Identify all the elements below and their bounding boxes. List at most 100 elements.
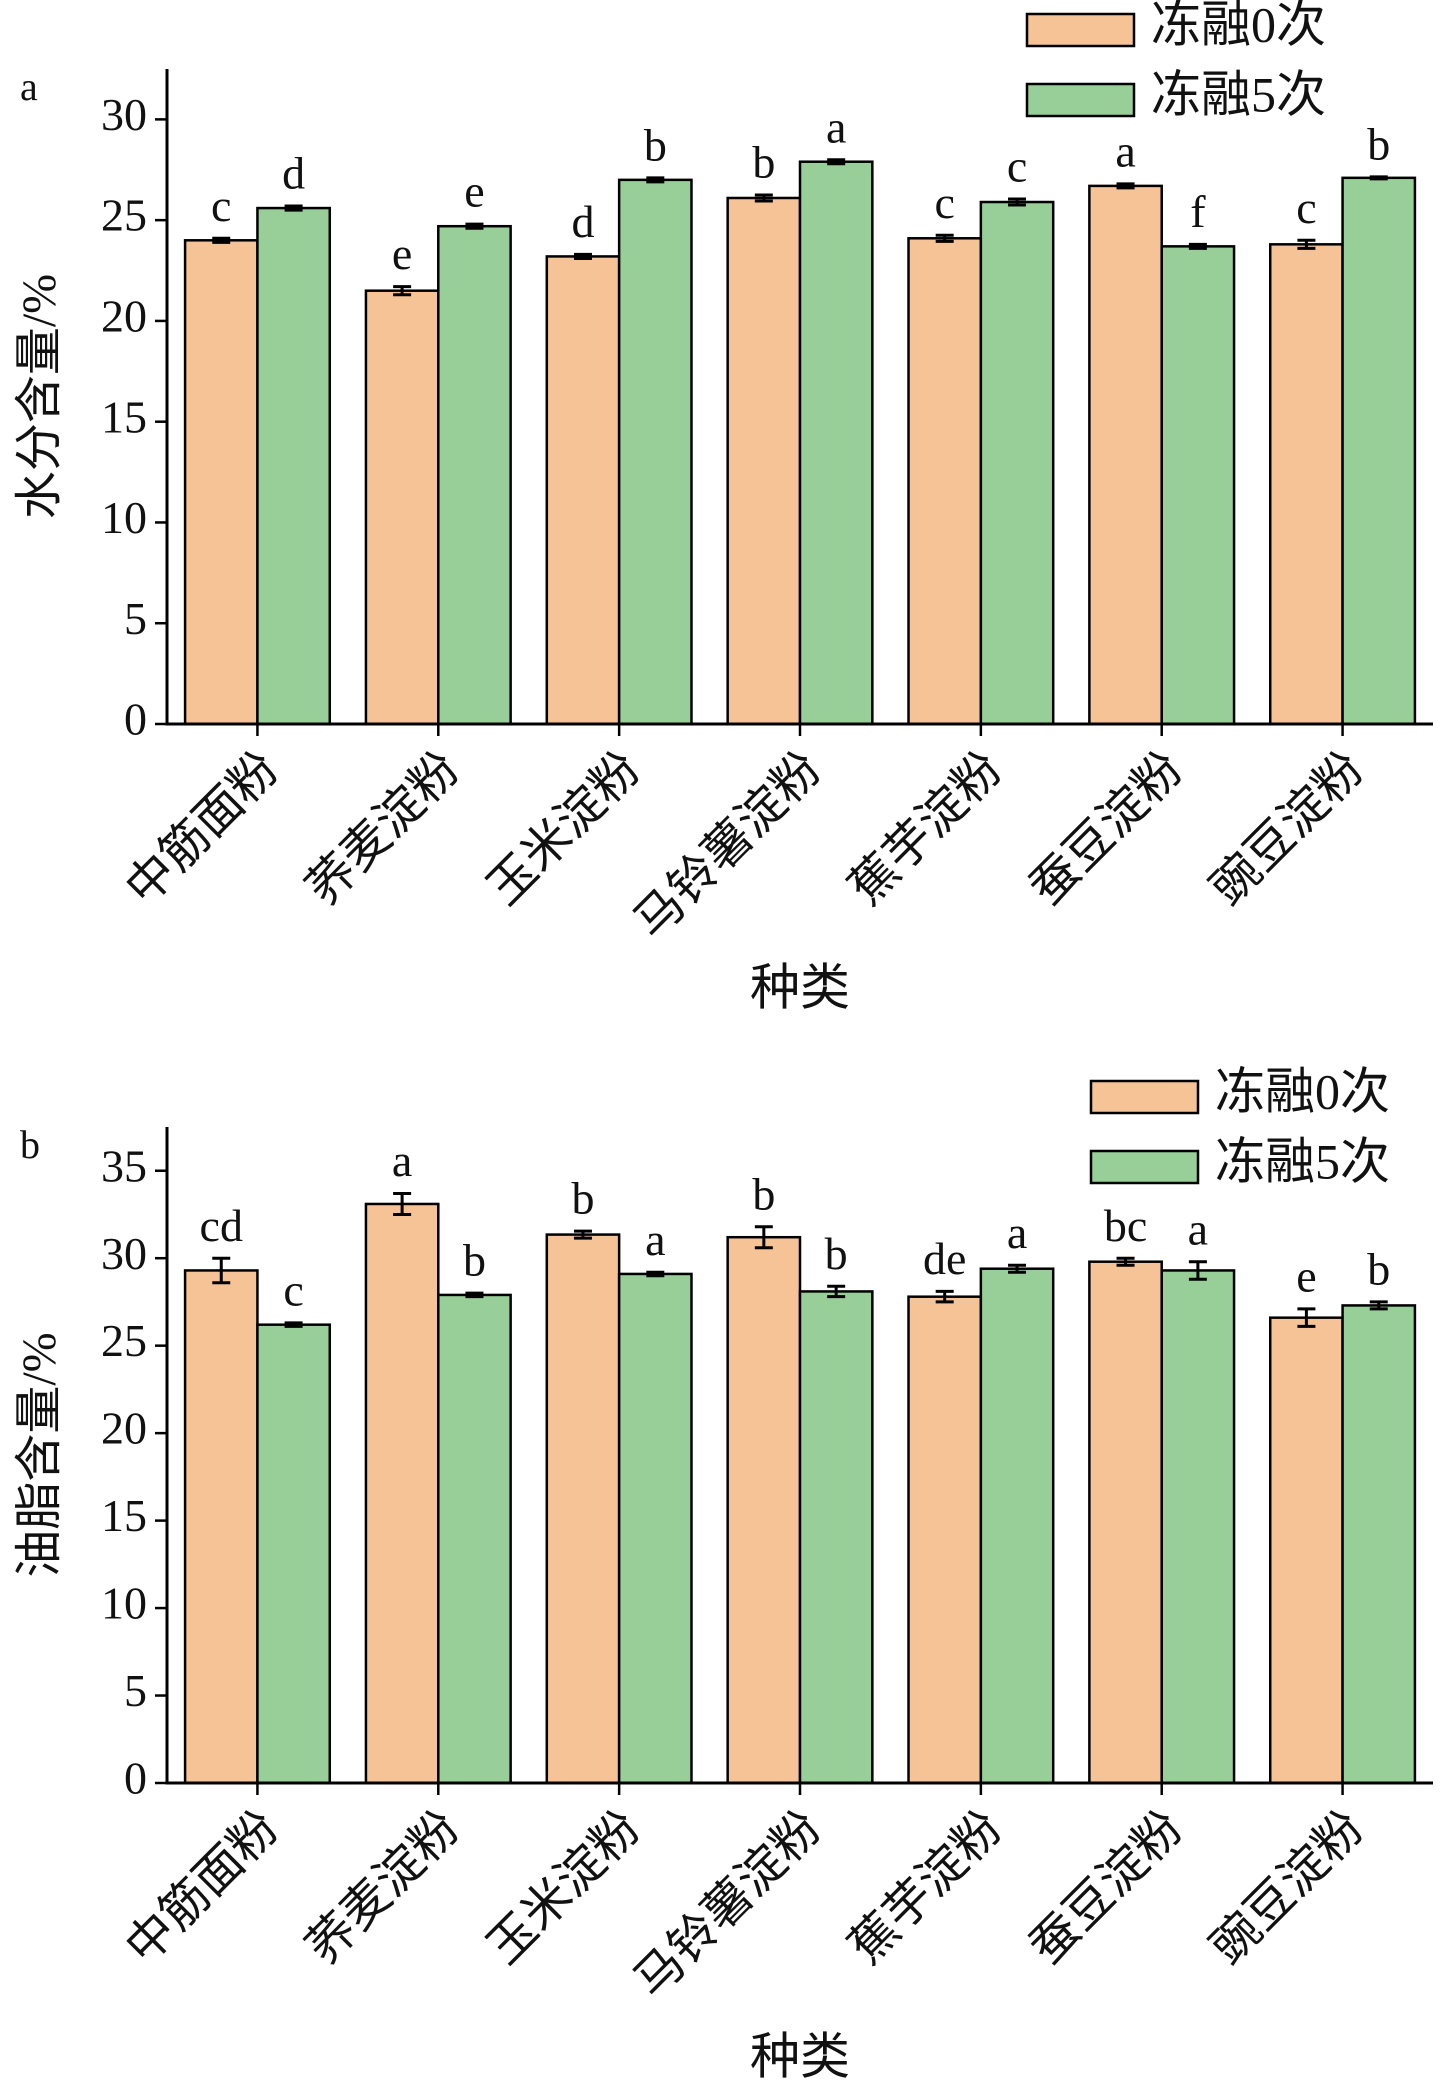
- y-tick-label: 15: [101, 391, 147, 442]
- bar: [1268, 1316, 1344, 1785]
- error-bar: [935, 233, 954, 243]
- y-tick-label: 25: [101, 190, 147, 241]
- y-tick-label: 5: [124, 1665, 147, 1716]
- significance-label: b: [644, 119, 667, 170]
- legend-swatch: [1025, 82, 1136, 118]
- error-bar: [1008, 1263, 1027, 1274]
- legend-label: 冻融0次: [1215, 1063, 1390, 1119]
- significance-label: a: [1007, 1207, 1027, 1258]
- significance-label: e: [392, 228, 412, 279]
- significance-label: d: [571, 196, 594, 247]
- x-axis-label: 种类: [750, 959, 850, 1015]
- significance-label: a: [392, 1135, 412, 1186]
- significance-label: bc: [1104, 1200, 1147, 1251]
- x-tick-label: 蕉芋淀粉: [839, 742, 1012, 915]
- error-bar: [1116, 182, 1135, 190]
- bar: [1341, 176, 1417, 726]
- error-bar: [1188, 1260, 1207, 1281]
- bar: [364, 289, 440, 726]
- error-bar: [465, 222, 484, 230]
- error-bar: [393, 1191, 412, 1216]
- x-tick-label: 玉米淀粉: [477, 1801, 650, 1974]
- bar: [798, 160, 874, 726]
- bar: [726, 1235, 802, 1785]
- legend-label: 冻融0次: [1151, 0, 1326, 52]
- bar: [979, 200, 1055, 726]
- error-bar: [573, 252, 592, 260]
- significance-label: c: [211, 180, 231, 231]
- y-tick-label: 0: [124, 1753, 147, 1804]
- bar: [256, 1323, 332, 1785]
- y-tick-label: 20: [101, 1403, 147, 1454]
- legend-label: 冻融5次: [1215, 1133, 1390, 1189]
- x-axis-label: 种类: [750, 2028, 850, 2084]
- significance-label: f: [1190, 186, 1206, 237]
- bar: [545, 1233, 621, 1785]
- y-tick-label: 15: [101, 1490, 147, 1541]
- error-bar: [1369, 1300, 1388, 1311]
- legend-swatch: [1089, 1149, 1200, 1185]
- legend-label: 冻融5次: [1151, 66, 1326, 122]
- error-bar: [935, 1289, 954, 1304]
- y-tick-label: 10: [101, 1578, 147, 1629]
- significance-label: b: [463, 1235, 486, 1286]
- y-tick-label: 20: [101, 290, 147, 341]
- legend-swatch: [1025, 12, 1136, 48]
- x-tick-label: 马铃薯淀粉: [624, 742, 831, 949]
- y-tick-label: 0: [124, 694, 147, 745]
- bar: [979, 1267, 1055, 1785]
- error-bar: [754, 1225, 773, 1250]
- y-tick-label: 35: [101, 1140, 147, 1191]
- x-tick-label: 中筋面粉: [116, 1801, 289, 1974]
- error-bar: [1369, 175, 1388, 181]
- error-bar: [465, 1291, 484, 1299]
- significance-label: a: [1188, 1203, 1208, 1254]
- error-bar: [1116, 1256, 1135, 1267]
- significance-label: c: [283, 1264, 303, 1315]
- bar: [437, 224, 512, 726]
- y-tick-label: 25: [101, 1315, 147, 1366]
- legend-swatch: [1089, 1079, 1200, 1115]
- significance-label: b: [1367, 118, 1390, 169]
- y-axis-label: 水分含量/%: [13, 274, 66, 519]
- error-bar: [212, 1256, 231, 1285]
- error-bar: [1297, 1307, 1316, 1328]
- bar: [726, 196, 802, 726]
- bar: [907, 237, 983, 726]
- significance-label: de: [923, 1233, 966, 1284]
- bar: [617, 178, 693, 726]
- y-tick-label: 30: [101, 1228, 147, 1279]
- x-tick-label: 蚕豆淀粉: [1020, 742, 1193, 915]
- panel-label: a: [20, 64, 38, 109]
- error-bar: [827, 1284, 846, 1299]
- bar: [907, 1295, 983, 1785]
- bar: [1160, 245, 1236, 726]
- bar: [617, 1272, 693, 1785]
- bar: [256, 206, 332, 726]
- x-tick-label: 豌豆淀粉: [1201, 1801, 1374, 1974]
- significance-label: c: [934, 177, 954, 228]
- bar: [1341, 1304, 1417, 1785]
- x-tick-label: 马铃薯淀粉: [624, 1801, 831, 2008]
- error-bar: [393, 285, 412, 297]
- bar: [798, 1290, 874, 1785]
- x-tick-label: 玉米淀粉: [477, 742, 650, 915]
- y-tick-label: 5: [124, 593, 147, 644]
- bar: [1268, 243, 1344, 726]
- bar: [1088, 1260, 1163, 1785]
- axes: [165, 1127, 1433, 1785]
- significance-label: b: [571, 1173, 594, 1224]
- significance-label: e: [464, 166, 484, 217]
- significance-label: a: [645, 1214, 665, 1265]
- significance-label: b: [1367, 1243, 1390, 1294]
- significance-label: b: [752, 1168, 775, 1219]
- x-tick-label: 荞麦淀粉: [297, 742, 470, 915]
- bar: [437, 1293, 512, 1785]
- error-bar: [1297, 238, 1316, 250]
- error-bar: [573, 1229, 592, 1240]
- y-tick-label: 10: [101, 492, 147, 543]
- error-bar: [284, 1321, 303, 1328]
- error-bar: [212, 236, 231, 244]
- error-bar: [646, 1270, 665, 1278]
